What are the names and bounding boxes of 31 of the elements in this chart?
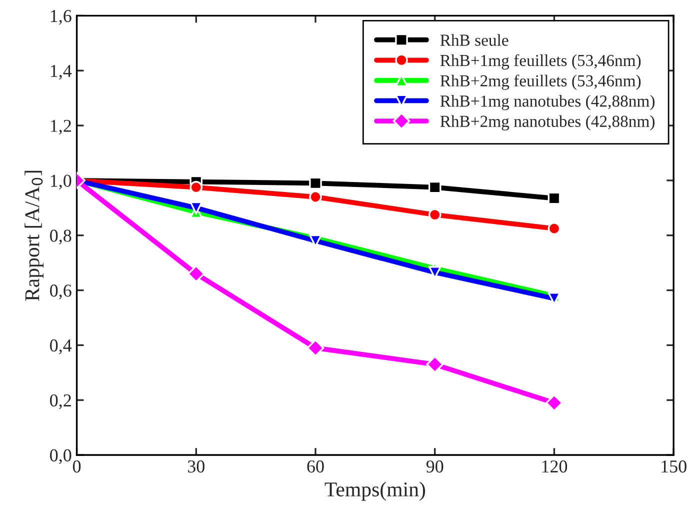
- y-tick-label: 1,0: [50, 174, 72, 190]
- point: [309, 190, 322, 204]
- point: [548, 222, 561, 235]
- legend-label: RhB seule: [440, 34, 508, 46]
- y-tick-label: 0,2: [50, 394, 71, 410]
- point: [190, 180, 203, 194]
- y-tick-label: 1,4: [50, 64, 72, 80]
- point: [428, 208, 442, 222]
- point: [428, 180, 442, 194]
- legend-label: RhB+1mg nanotubes (42,88nm): [440, 95, 655, 110]
- x-tick-label: 0: [72, 460, 81, 473]
- x-tick-label: 90: [426, 460, 444, 473]
- point: [309, 176, 322, 190]
- point: [548, 192, 561, 205]
- legend-label: RhB+1mg feuillets (53,46nm): [440, 54, 641, 70]
- point: [306, 339, 324, 357]
- y-axis-title: Rapport [A/A$_{0}$]: [24, 170, 44, 301]
- x-tick-label: 150: [662, 460, 686, 473]
- point: [187, 265, 205, 282]
- y-tick-label: 1,6: [50, 10, 72, 25]
- x-tick-label: 30: [188, 460, 204, 473]
- y-tick-label: 0,8: [50, 230, 72, 244]
- x-axis-title: Temps(min): [324, 482, 426, 501]
- y-tick-label: 0,0: [50, 449, 72, 464]
- y-tick-label: 1,2: [50, 120, 71, 135]
- x-tick-label: 60: [307, 460, 324, 473]
- legend-label: RhB+2mg nanotubes (42,88nm): [440, 115, 655, 130]
- legend-label: RhB+2mg feuillets (53,46nm): [440, 74, 641, 90]
- y-tick-label: 0,4: [50, 339, 72, 354]
- x-tick-label: 120: [542, 460, 568, 473]
- y-tick-label: 0,6: [50, 284, 72, 300]
